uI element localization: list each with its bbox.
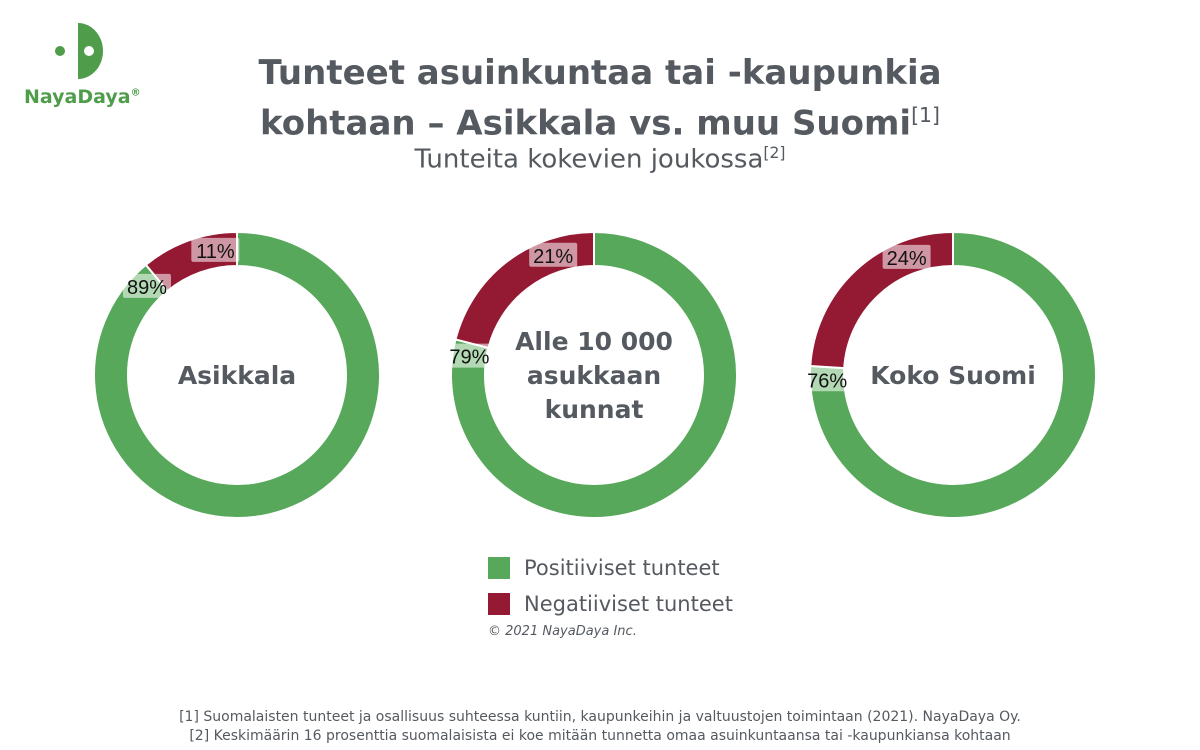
- slice-label-negative: 21%: [533, 246, 573, 268]
- brand-logo: NayaDaya®: [22, 14, 142, 114]
- subtitle-footnote-ref: [2]: [763, 144, 786, 162]
- legend-swatch-negative: [488, 593, 510, 615]
- slice-label-positive: 89%: [127, 277, 167, 299]
- copyright-notice: © 2021 NayaDaya Inc.: [488, 624, 637, 639]
- donut-chart-svg: 89% 11% Asikkala 79% 21% Alle 10 000 asukkaan k…: [93, 230, 1097, 519]
- page-subtitle: Tunteita kokevien joukossa[2]: [414, 144, 786, 175]
- slice-label-positive: 76%: [807, 370, 847, 392]
- footnote-1: [1] Suomalaisten tunteet ja osallisuus s…: [179, 709, 1021, 725]
- legend-item-negative: Negatiiviset tunteet: [488, 586, 733, 622]
- donut-chart: 76% 24% Koko Suomi: [803, 230, 1097, 519]
- slice-label-background: [445, 343, 494, 368]
- donut-slice-negative: [809, 230, 954, 370]
- footnotes: [1] Suomalaisten tunteet ja osallisuus s…: [0, 708, 1200, 746]
- donut-center-label: kunnat: [545, 395, 644, 424]
- slice-label-background: [529, 242, 578, 267]
- slice-label-background: [882, 244, 931, 269]
- brand-name: NayaDaya®: [24, 86, 141, 108]
- donut-center-label: Koko Suomi: [870, 361, 1036, 390]
- donut-center-label: asukkaan: [527, 361, 661, 390]
- chart-legend: Positiiviset tunteet Negatiiviset tuntee…: [488, 550, 733, 622]
- legend-swatch-positive: [488, 557, 510, 579]
- donut-center-label: Alle 10 000: [515, 327, 673, 356]
- footnote-2: [2] Keskimäärin 16 prosenttia suomalaisi…: [189, 728, 1011, 744]
- slice-label-negative: 11%: [196, 241, 235, 263]
- legend-item-positive: Positiiviset tunteet: [488, 550, 733, 586]
- slice-label-background: [803, 367, 852, 392]
- title-footnote-ref: [1]: [911, 103, 940, 127]
- slice-label-background: [191, 237, 240, 262]
- slice-label-background: [122, 273, 171, 298]
- donut-center-label: Asikkala: [178, 361, 296, 390]
- logo-icon: [55, 23, 103, 79]
- donut-chart: 79% 21% Alle 10 000 asukkaan kunnat: [445, 230, 738, 519]
- slice-label-positive: 79%: [449, 347, 489, 369]
- donut-charts: 89% 11% Asikkala 79% 21% Alle 10 000 asukkaan k…: [0, 215, 1200, 535]
- page-title: Tunteet asuinkuntaa tai -kaupunkia kohta…: [258, 53, 942, 144]
- legend-label: Negatiiviset tunteet: [524, 592, 733, 616]
- donut-chart: 89% 11% Asikkala: [93, 230, 381, 519]
- legend-label: Positiiviset tunteet: [524, 556, 720, 580]
- slice-label-negative: 24%: [887, 248, 927, 270]
